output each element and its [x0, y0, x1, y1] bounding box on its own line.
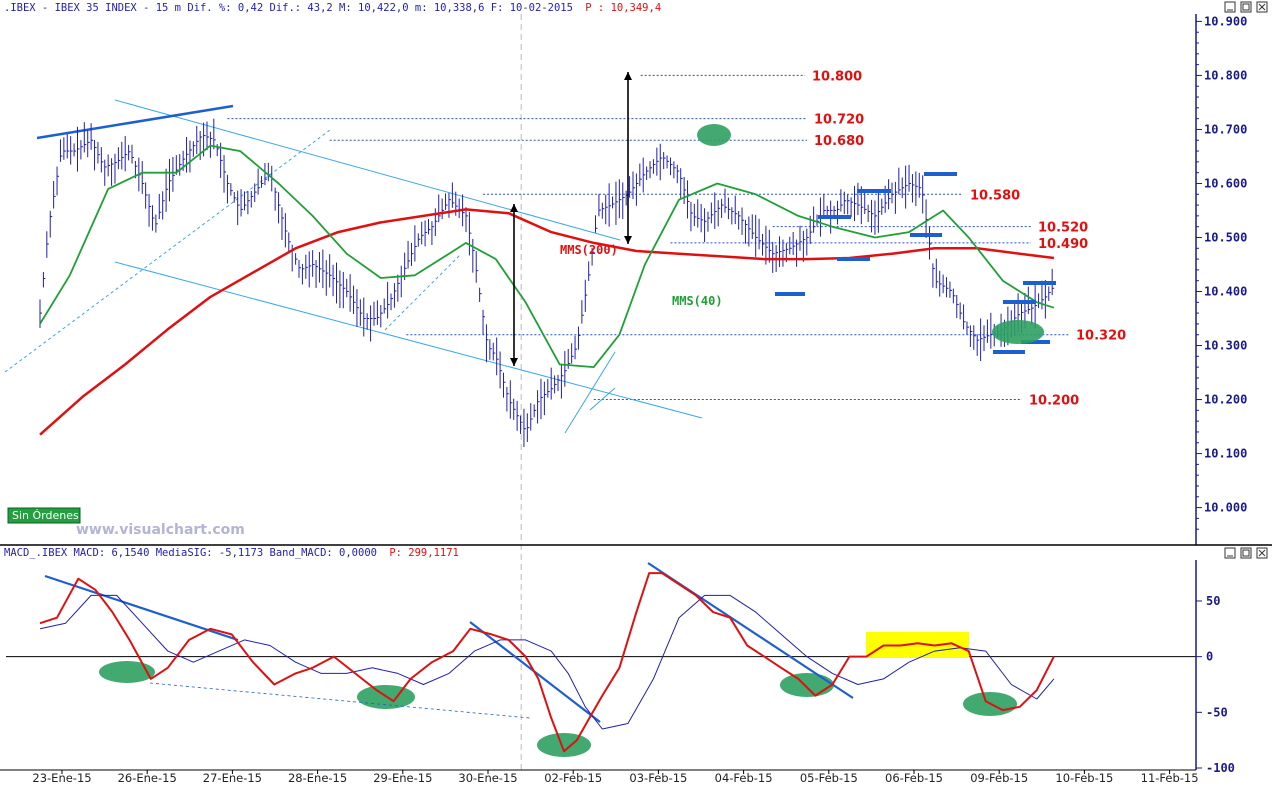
macd-pane [6, 562, 1196, 757]
level-label: 10.490 [1038, 237, 1088, 252]
x-tick-label: 23-Ene-15 [32, 771, 91, 785]
macd-window-controls[interactable] [1224, 547, 1268, 559]
order-status-badge[interactable]: Sin Órdenes [7, 507, 81, 524]
minimize-icon[interactable] [1224, 1, 1236, 13]
sma40-label: MMS(40) [672, 294, 723, 308]
watermark: www.visualchart.com [76, 522, 245, 538]
x-tick-label: 02-Feb-15 [544, 771, 602, 785]
price-tick-label: 10.600 [1204, 176, 1247, 190]
sma40-line [39, 144, 1055, 369]
mini-channel-line [589, 387, 616, 411]
arrow-head [624, 236, 632, 244]
signal-line [39, 594, 1055, 730]
macd-line [39, 572, 1055, 753]
macd-y-axis: 50 0 -50 -100 [1195, 560, 1235, 775]
mini-channel-line [564, 351, 616, 434]
x-tick-label: 29-Ene-15 [373, 771, 432, 785]
sma200-line [39, 208, 1055, 436]
macd-tick-label: 50 [1206, 594, 1220, 608]
x-tick-label: 11-Feb-15 [1141, 771, 1199, 785]
x-tick-label: 05-Feb-15 [800, 771, 858, 785]
x-tick-label: 10-Feb-15 [1055, 771, 1113, 785]
maximize-icon[interactable] [1240, 1, 1252, 13]
level-label: 10.520 [1038, 221, 1088, 236]
macd-highlight-ellipse [99, 661, 155, 683]
arrow-head [510, 204, 518, 212]
macd-tick-label: 0 [1206, 650, 1213, 664]
macd-trend-line [44, 574, 239, 642]
x-tick-label: 28-Ene-15 [288, 771, 347, 785]
price-window-controls[interactable] [1224, 1, 1268, 13]
macd-header-text: MACD_.IBEX MACD: 6,1540 MediaSIG: -5,117… [4, 547, 377, 559]
sma200-label: MMS(200) [560, 243, 618, 257]
resistance-trend-line [36, 104, 234, 140]
price-tick-label: 10.100 [1204, 447, 1247, 461]
macd-minimize-icon[interactable] [1224, 547, 1236, 559]
macd-maximize-icon[interactable] [1240, 547, 1252, 559]
x-tick-label: 26-Ene-15 [118, 771, 177, 785]
arrow-head [510, 358, 518, 366]
x-axis: 23-Ene-15 26-Ene-15 27-Ene-15 28-Ene-15 29-E… [0, 769, 1199, 785]
channel-upper-line [114, 99, 621, 241]
price-tick-label: 10.200 [1204, 393, 1247, 407]
price-tick-label: 10.800 [1204, 68, 1247, 82]
highlight-ellipse [992, 320, 1044, 344]
x-tick-label: 04-Feb-15 [715, 771, 773, 785]
price-tick-label: 10.700 [1204, 122, 1247, 136]
level-label: 10.720 [814, 113, 864, 128]
x-tick-label: 30-Ene-15 [458, 771, 517, 785]
price-tick-label: 10.500 [1204, 230, 1247, 244]
macd-tick-label: -50 [1206, 705, 1228, 719]
macd-highlight-ellipse [537, 733, 591, 757]
price-tick-label: 10.000 [1204, 501, 1247, 515]
price-header-text: .IBEX - IBEX 35 INDEX - 15 m Dif. %: 0,4… [4, 2, 573, 14]
price-tick-label: 10.400 [1204, 285, 1247, 299]
channel-lower-line [114, 261, 703, 419]
x-tick-label: 03-Feb-15 [629, 771, 687, 785]
dashed-trend-line [4, 129, 331, 373]
highlight-ellipse [697, 124, 731, 146]
macd-header-last: P: 299,1171 [389, 547, 459, 559]
price-tick-label: 10.900 [1204, 14, 1247, 28]
level-label: 10.200 [1029, 394, 1079, 409]
order-status-text: Sin Órdenes [12, 509, 79, 522]
level-label: 10.580 [970, 188, 1020, 203]
macd-tick-label: -100 [1206, 761, 1235, 775]
x-tick-label: 06-Feb-15 [885, 771, 943, 785]
macd-dashed-line [149, 682, 531, 719]
x-tick-label: 27-Ene-15 [203, 771, 262, 785]
macd-highlight-ellipse [780, 673, 834, 697]
level-label: 10.320 [1076, 329, 1126, 344]
price-y-axis: 10.900 10.800 10.700 10.600 10.500 10.400 10.3… [1195, 14, 1247, 545]
macd-header: MACD_.IBEX MACD: 6,1540 MediaSIG: -5,117… [4, 547, 459, 559]
price-bars [39, 118, 1055, 448]
level-label: 10.800 [812, 69, 862, 84]
arrow-head [624, 72, 632, 80]
x-tick-label: 09-Feb-15 [970, 771, 1028, 785]
price-header-last: P : 10,349,4 [585, 2, 661, 14]
level-label: 10.680 [814, 134, 864, 149]
price-header: .IBEX - IBEX 35 INDEX - 15 m Dif. %: 0,4… [4, 2, 661, 14]
price-tick-label: 10.300 [1204, 339, 1247, 353]
